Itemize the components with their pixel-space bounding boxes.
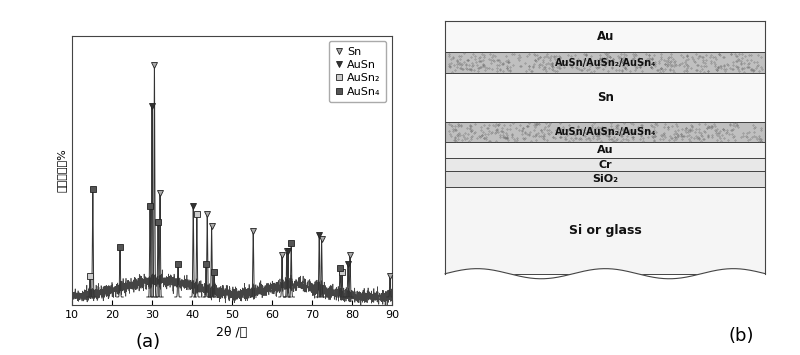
Text: Au: Au	[597, 30, 614, 43]
Text: AuSn/AuSn₂/AuSn₄: AuSn/AuSn₂/AuSn₄	[554, 127, 656, 137]
Text: Sn: Sn	[597, 91, 614, 104]
Bar	[445, 187, 766, 274]
Text: Au: Au	[597, 146, 614, 155]
Text: AuSn/AuSn₂/AuSn₄: AuSn/AuSn₂/AuSn₄	[554, 58, 656, 68]
Bar	[445, 53, 766, 73]
Legend: Sn, AuSn, AuSn₂, AuSn₄: Sn, AuSn, AuSn₂, AuSn₄	[329, 41, 386, 102]
Bar	[445, 158, 766, 171]
Bar	[445, 171, 766, 187]
Text: Cr: Cr	[598, 160, 612, 170]
Bar	[445, 122, 766, 142]
Text: (b): (b)	[728, 327, 754, 344]
Bar	[445, 142, 766, 158]
Text: SiO₂: SiO₂	[592, 174, 618, 184]
Bar	[445, 21, 766, 53]
Bar	[445, 73, 766, 122]
X-axis label: 2θ /度: 2θ /度	[216, 326, 248, 339]
Text: (a): (a)	[135, 333, 161, 351]
Y-axis label: 相对强度／%: 相对强度／%	[57, 148, 66, 192]
Text: Si or glass: Si or glass	[569, 224, 642, 237]
